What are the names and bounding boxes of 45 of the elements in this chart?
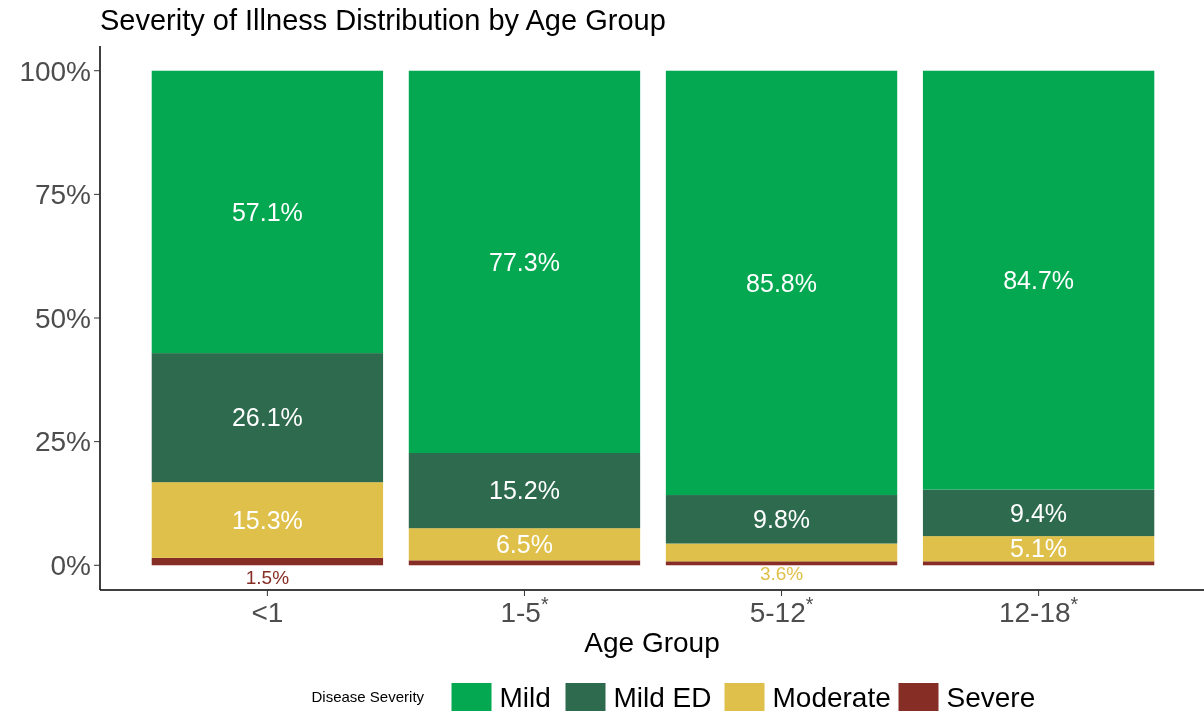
y-tick-label: 50% — [34, 302, 91, 334]
legend-label: Mild — [499, 681, 551, 713]
bar — [665, 495, 898, 544]
y-tick-label: 75% — [34, 179, 91, 211]
bar — [665, 70, 898, 496]
bar — [408, 528, 641, 561]
legend-label: Moderate — [772, 681, 891, 713]
legend-label: Mild ED — [613, 681, 712, 713]
x-tick-label: 12-18$^{*}$ — [998, 592, 1079, 628]
x-tick-label: <1 — [251, 596, 284, 628]
data-label: 9.4% — [1010, 498, 1068, 527]
data-label: 1.5% — [245, 566, 290, 588]
data-label: 6.5% — [495, 530, 553, 558]
bar — [151, 482, 384, 558]
data-label: 84.7% — [1003, 265, 1075, 294]
legend-title: Disease Severity — [311, 688, 425, 706]
legend-label: Severe — [946, 681, 1036, 713]
bar — [151, 557, 384, 566]
bar — [665, 543, 898, 562]
x-tick-label: 1-5$^{*}$ — [500, 592, 549, 628]
bar — [922, 536, 1155, 562]
bar — [408, 70, 641, 454]
chart-title: Severity of Illness Distribution by Age Group — [100, 4, 666, 36]
data-label: 85.8% — [746, 268, 817, 297]
bar — [922, 561, 1155, 566]
bar — [151, 353, 384, 483]
x-tick-label: 5-12$^{*}$ — [749, 592, 814, 628]
data-label: 57.1% — [231, 197, 303, 226]
data-label: 3.6% — [759, 562, 804, 584]
y-tick-label: 25% — [34, 426, 91, 458]
bar — [922, 70, 1155, 490]
data-label: 5.1% — [1010, 534, 1068, 563]
y-tick-label: 0% — [50, 550, 91, 582]
bar — [922, 489, 1155, 537]
y-tick-label: 100% — [19, 55, 91, 87]
data-label: 26.1% — [231, 403, 303, 432]
data-label: 15.3% — [231, 505, 303, 534]
bar — [408, 453, 641, 529]
bar — [408, 560, 641, 566]
bar — [151, 70, 384, 354]
data-label: 77.3% — [489, 247, 560, 276]
data-label: 9.8% — [753, 505, 811, 534]
data-label: 15.2% — [489, 476, 560, 505]
x-axis-title: Age Group — [584, 626, 720, 658]
bar — [665, 561, 898, 566]
